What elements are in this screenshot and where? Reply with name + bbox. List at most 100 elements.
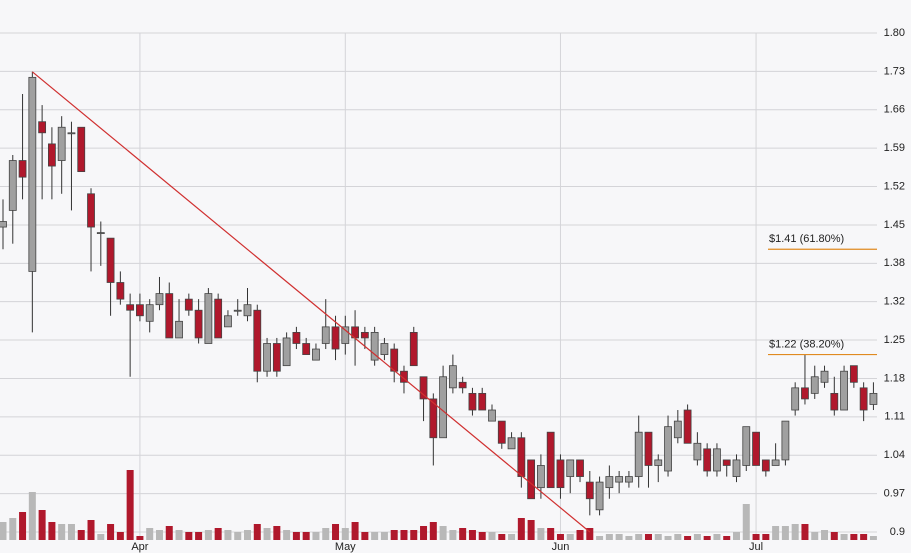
candle-body [742,426,751,466]
volume-bar [322,528,330,540]
candle-body [0,221,7,228]
volume-bar [762,534,770,540]
volume-bar [733,532,740,540]
candle-body [18,160,27,178]
candle-body [400,370,408,383]
x-tick-label: May [335,541,356,553]
y-tick-label: 1.73 [884,65,905,77]
volume-bar [723,536,731,540]
volume-bar [234,532,242,540]
candle-body [820,370,829,383]
volume-bar [576,530,584,540]
candle-body [204,293,213,344]
volume-bar [596,536,604,540]
volume-bar [488,532,496,540]
candle-body [136,304,144,317]
candle-body [233,309,242,312]
candle-body [126,304,135,311]
candle-body [869,392,878,405]
candle-body [96,232,105,235]
volume-bar [556,534,564,540]
fib-label: $1.22 (38.20%) [769,338,844,350]
volume-bar [332,524,340,540]
candle-body [801,387,809,400]
candle-body [771,459,780,466]
candle-body [312,348,320,361]
candle-body [693,442,702,461]
candle-body [67,132,76,135]
volume-bar [58,524,66,540]
candle-body [321,326,330,344]
y-tick-label: 1.52 [884,180,905,192]
volume-bar [175,530,183,540]
volume-bar [420,526,428,540]
candle-body [360,331,369,339]
candle-body [840,370,848,411]
volume-bar [292,532,300,540]
volume-bar [410,530,418,540]
candle-body [566,459,575,477]
volume-bar [869,536,877,540]
candle-body [272,343,281,372]
candle-body [116,282,125,300]
candle-body [478,392,487,411]
volume-bar [508,534,516,540]
volume-bar [97,534,105,540]
candle-body [175,320,183,339]
volume-bar [77,530,85,540]
volume-bar [781,526,789,540]
volume-bar [449,530,457,540]
volume-bar [517,518,525,540]
candle-body [673,420,682,439]
volume-bar [850,534,858,540]
candle-body [253,309,262,372]
candle-body [155,293,164,306]
volume-bar [635,534,643,540]
candle-body [165,293,174,339]
volume-bar [19,512,27,540]
volume-bar [429,522,437,540]
volume-bar [605,534,613,540]
candle-body [292,331,301,344]
volume-bar [341,528,349,540]
candle-body [468,392,477,411]
volume-bar [860,534,868,540]
volume-bar [28,492,36,540]
volume-bar [654,534,662,540]
candle-body [527,459,536,500]
volume-bar [380,532,388,540]
candle-body [106,237,115,283]
volume-bar [67,524,75,540]
volume-bar [351,522,359,540]
candle-body [830,392,839,411]
volume-bar [801,524,809,540]
candle-body [48,143,56,167]
y-tick-label: 1.38 [884,257,905,269]
volume-bar [48,522,56,540]
volume-bar [498,534,506,540]
candle-body [419,376,428,400]
candle-body [57,126,66,161]
volume-bar [273,526,281,540]
y-tick-label: 1.66 [884,104,905,116]
candle-body [380,343,389,355]
volume-bar [312,532,320,540]
candle-body [576,459,584,477]
volume-bar [527,520,535,540]
candle-body [194,309,203,339]
volume-bar [664,536,672,540]
x-tick-label: Jul [749,541,763,553]
y-tick-label: 0.9 [890,526,905,538]
candle-body [703,448,712,472]
volume-bar [204,530,212,540]
volume-bar [185,532,193,540]
candle-body [243,304,252,317]
candle-body [634,431,643,477]
candle-body [732,459,741,477]
volume-bar [830,532,838,540]
volume-bar [674,534,682,540]
volume-bar [253,524,261,540]
volume-bar [87,520,95,540]
volume-bar [742,504,750,540]
candle-body [585,481,594,500]
